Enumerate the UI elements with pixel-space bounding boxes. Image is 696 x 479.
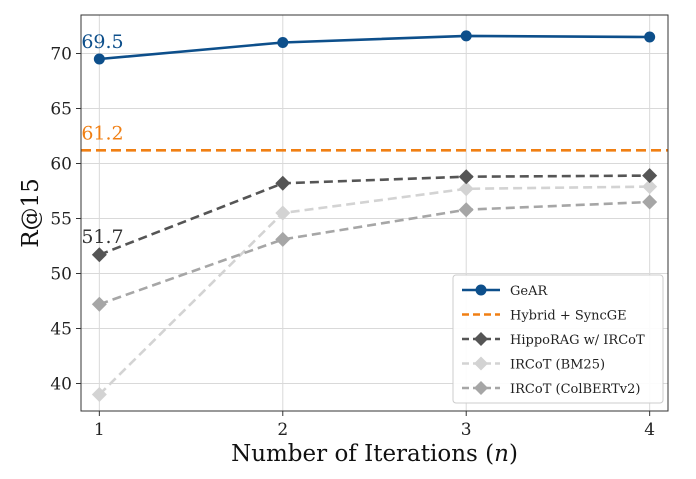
plot-frame (80, 14, 669, 412)
data-point (91, 387, 107, 402)
legend-label-ircot-colbertv2: IRCoT (ColBERTv2) (510, 382, 640, 397)
legend-label-gear: GeAR (510, 284, 548, 299)
annotation-label: 69.5 (81, 31, 123, 53)
data-point (458, 169, 474, 185)
grid-lines (81, 15, 668, 411)
y-tick-label: 70 (50, 45, 72, 65)
data-point (93, 53, 105, 65)
y-tick-label: 40 (50, 375, 72, 395)
series-line-ircot-bm25 (98, 185, 650, 396)
y-tick-label: 60 (50, 155, 72, 175)
legend-label-ircot-bm25: IRCoT (BM25) (510, 358, 605, 373)
x-axis-title-main: Number of Iterations ( (231, 441, 494, 467)
annotations: 69.5 61.2 51.7 (81, 31, 123, 248)
legend-label-hipporag-w-ircot: HippoRAG w/ IRCoT (510, 333, 645, 348)
data-point (91, 247, 107, 263)
series-ircot-colbertv2 (91, 194, 658, 312)
data-point (644, 31, 656, 43)
legend-label-hybrid-syncge: Hybrid + SyncGE (510, 309, 627, 324)
data-point (277, 37, 289, 48)
legend: GeAR Hybrid + SyncGE HippoRAG w/ IRCoT IRCo… (452, 274, 664, 404)
series-line-ircot-colbertv2 (98, 200, 650, 306)
y-tick-label: 55 (50, 210, 72, 230)
x-axis-title-end: ) (509, 441, 518, 467)
data-point (458, 181, 474, 197)
x-axis-title: Number of Iterations (n) (231, 441, 518, 467)
series-gear (93, 30, 656, 65)
legend-marker-ircot-bm25 (474, 356, 488, 371)
data-point (642, 194, 658, 210)
legend-marker-ircot-colbertv2 (474, 381, 488, 395)
legend-marker-hipporag-w-ircot (474, 332, 488, 346)
legend-marker-gear (475, 284, 487, 296)
data-point (91, 296, 107, 312)
y-tick-label: 50 (50, 265, 72, 285)
data-point (460, 30, 472, 42)
annotation-label: 61.2 (81, 122, 123, 144)
x-tick-label: 1 (94, 420, 105, 440)
data-point (275, 205, 291, 221)
tick-labels: 1 2 3 4 40 45 50 55 60 65 70 (50, 45, 655, 441)
x-tick-label: 2 (277, 420, 288, 440)
data-point (458, 202, 474, 218)
data-point (275, 231, 291, 247)
y-tick-label: 65 (50, 100, 72, 120)
y-axis-title: R@15 (18, 178, 44, 248)
series-hipporag-w-ircot (91, 168, 658, 263)
data-point (642, 179, 658, 195)
x-tick-label: 3 (461, 420, 472, 440)
y-tick-label: 45 (50, 320, 72, 340)
series-ircot-bm25 (91, 179, 658, 402)
legend-box (452, 274, 664, 404)
x-axis-title-variable: n (494, 441, 509, 467)
series-line-gear (99, 34, 650, 61)
data-point (642, 168, 658, 184)
series-layer (81, 30, 668, 402)
series-line-hipporag-w-ircot (98, 174, 650, 257)
data-point (275, 175, 291, 191)
annotation-label: 51.7 (81, 226, 123, 248)
x-tick-label: 4 (644, 420, 655, 440)
